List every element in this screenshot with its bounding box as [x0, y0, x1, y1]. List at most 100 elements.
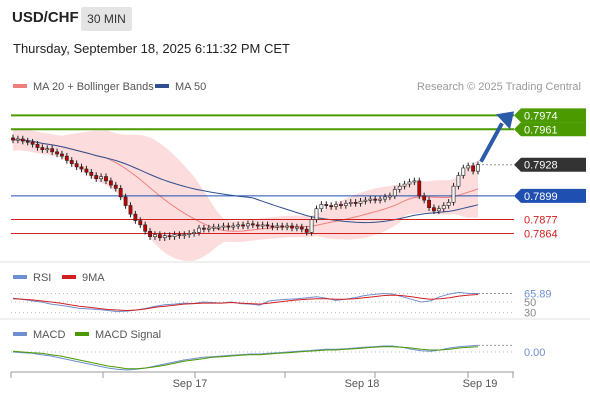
candle — [432, 207, 436, 212]
macd-legend-swatch — [13, 332, 27, 336]
candle — [412, 180, 417, 183]
candle — [456, 175, 461, 187]
pivot-tag-0.7899 — [514, 188, 586, 203]
support-label-0.7864: 0.7864 — [524, 228, 558, 240]
candle — [94, 175, 99, 179]
candle — [397, 185, 402, 190]
candle — [304, 228, 309, 233]
candle — [250, 223, 255, 226]
candle — [74, 163, 79, 168]
time-axis: Sep 17 Sep 18 Sep 19 — [10, 372, 514, 390]
candle — [461, 167, 466, 176]
candle — [246, 223, 250, 227]
candle — [35, 144, 40, 148]
forecast-arrow — [479, 111, 514, 163]
candle — [162, 235, 167, 239]
candle — [314, 208, 319, 220]
candle — [334, 204, 338, 207]
candle — [383, 196, 387, 200]
current-tag-0.7928 — [514, 157, 586, 172]
candle — [417, 180, 422, 197]
candle — [113, 184, 118, 189]
chart-datetime: Thursday, September 18, 2025 6:11:32 PM … — [13, 41, 290, 56]
rsi-tick-label: 30 — [524, 308, 536, 320]
candle — [60, 153, 64, 157]
macd-series-1 — [12, 346, 479, 370]
candle — [133, 213, 138, 221]
candle — [187, 233, 192, 235]
candle — [108, 180, 113, 186]
candle — [123, 196, 128, 206]
candle — [471, 165, 476, 172]
candle — [84, 168, 89, 173]
candle — [143, 224, 148, 232]
moving-averages — [12, 138, 479, 232]
candle — [339, 204, 343, 206]
candle — [192, 232, 197, 234]
resistance-label-0.7961: 0.7961 — [524, 124, 558, 136]
candle — [290, 225, 294, 229]
candle — [476, 164, 480, 172]
rsi-ma-legend-swatch — [62, 275, 76, 279]
candle — [309, 219, 314, 233]
candle — [378, 198, 383, 201]
candle — [343, 203, 348, 206]
candle — [201, 227, 206, 230]
ma20-legend-swatch — [13, 84, 27, 88]
candle — [236, 224, 241, 227]
candle — [373, 198, 378, 201]
ma50-line — [12, 138, 479, 224]
candle — [128, 205, 133, 215]
candle — [138, 220, 143, 226]
ma50-legend-swatch — [155, 84, 169, 88]
candle — [446, 202, 451, 206]
candle — [211, 226, 216, 229]
resistance-tag-0.7974 — [514, 108, 586, 123]
time-tick-label: Sep 19 — [463, 378, 498, 390]
macd-panel: 0.00 — [11, 344, 545, 371]
timeframe-badge[interactable]: 30 MIN — [81, 7, 132, 31]
macd-signal-legend-label: MACD Signal — [95, 329, 161, 341]
rsi-series-0 — [12, 291, 478, 313]
resistance-label-0.7974: 0.7974 — [524, 110, 558, 122]
candle — [265, 224, 270, 227]
candle — [329, 205, 334, 208]
rsi-tick-label: 65.89 — [524, 289, 552, 301]
candle — [294, 226, 299, 229]
candle — [466, 165, 471, 169]
price-levels: 0.7974 0.7961 0.7928 0.7899 0.7877 0.7864 — [11, 108, 586, 240]
candle — [167, 235, 172, 238]
candle — [348, 202, 353, 204]
candle — [15, 138, 20, 141]
candle — [64, 155, 69, 161]
rsi-legend-label: RSI — [33, 272, 51, 284]
candle — [260, 224, 265, 227]
candle — [427, 199, 431, 208]
candle — [353, 202, 358, 204]
candle — [407, 181, 412, 185]
macd-series-0 — [12, 344, 479, 371]
candle — [55, 151, 59, 155]
rsi-ma-legend-label: 9MA — [82, 272, 105, 284]
copyright-text: Research © 2025 Trading Central — [417, 81, 581, 93]
candle — [436, 208, 441, 212]
candle — [118, 188, 123, 198]
candle — [25, 140, 30, 143]
candle — [270, 225, 275, 228]
candle — [226, 225, 231, 228]
candle — [104, 176, 108, 182]
ma20-legend-label: MA 20 + Bollinger Bands — [33, 81, 154, 93]
candle — [216, 226, 221, 229]
candle — [299, 226, 304, 230]
current-label-0.7928: 0.7928 — [524, 160, 558, 172]
candle — [402, 183, 407, 187]
candle — [79, 166, 84, 170]
candle — [221, 225, 226, 228]
candle — [157, 234, 162, 239]
candle — [451, 185, 456, 203]
bollinger-bands — [13, 128, 478, 262]
candle — [387, 195, 392, 198]
candle — [324, 204, 329, 206]
